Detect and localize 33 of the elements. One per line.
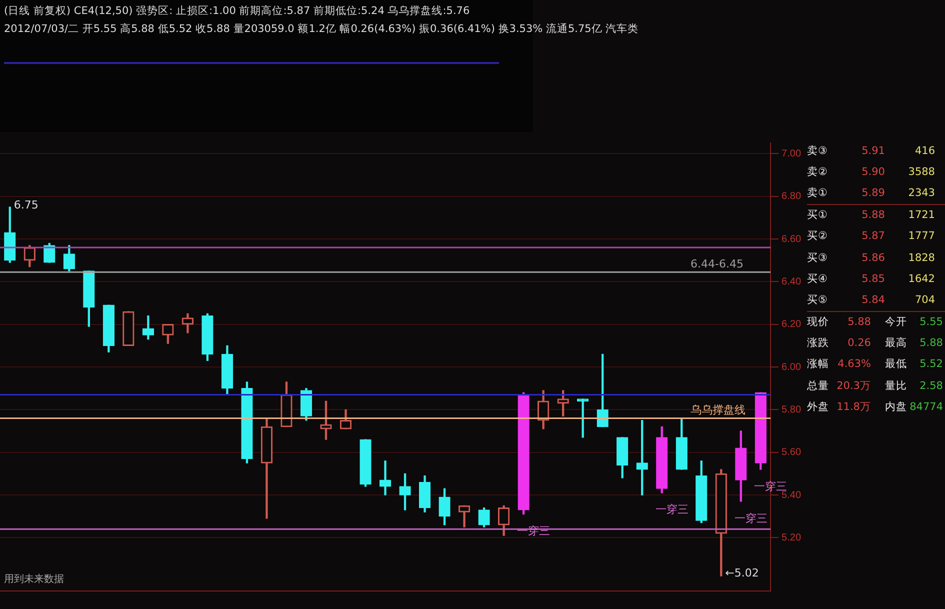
- y-tick-label: 5.60: [782, 447, 802, 458]
- y-tick-label: 7.00: [782, 148, 802, 160]
- ref-line-label: 乌乌撑盘线: [690, 404, 746, 417]
- y-tick-label: 6.80: [782, 191, 802, 202]
- text: 买④ 5.85 1642: [807, 272, 935, 285]
- annotation: 用到未来数据: [4, 572, 64, 586]
- text: 卖③ 5.91 416: [807, 144, 935, 157]
- y-tick-label: 5.80: [782, 404, 802, 416]
- text: 现价 5.88 今开 5.55: [807, 316, 943, 328]
- text: 涨跌 0.26 最高 5.88: [807, 337, 943, 350]
- text: 涨幅 4.63% 最低 5.52: [807, 358, 943, 370]
- y-tick-label: 6.20: [782, 319, 802, 330]
- y-tick-label: 6.00: [782, 362, 802, 373]
- candlestick: [379, 460, 392, 496]
- chart-title: (日线 前复权) CE4(12,50) 强势区: 止损区:1.00 前期高位:5.87 前期低位:5.24 乌乌撑盘线:5.76: [4, 4, 471, 19]
- annotation: 6.75: [14, 198, 38, 212]
- y-tick-label: 6.60: [782, 234, 802, 245]
- annotation: ←5.02: [725, 566, 759, 580]
- ref-line-label: 6.44-6.45: [690, 257, 744, 270]
- annotation: 一穿三: [734, 512, 768, 525]
- chart-subtitle: 2012/07/03/二 开5.55 高5.88 低5.52 收5.88 量203059.0 额1.2亿 幅0.26(4.63%) 振0.36(6.41%) 换3.53% 流通5.75亿 汽车类: [4, 22, 639, 37]
- y-tick-label: 6.40: [782, 276, 802, 288]
- y-tick-label: 5.40: [782, 490, 802, 501]
- text: 卖② 5.90 3588: [807, 166, 935, 178]
- text: 买⑤ 5.84 704: [807, 294, 935, 306]
- text: 买③ 5.86 1828: [807, 252, 935, 264]
- text: 总量 20.3万 量比 2.58: [807, 380, 943, 392]
- text: 卖① 5.89 2343: [807, 186, 935, 199]
- text: 买② 5.87 1777: [807, 230, 935, 242]
- annotation: 一穿三: [655, 503, 688, 516]
- y-tick-label: 5.20: [782, 532, 802, 544]
- text: 外盘 11.8万 内盘 84774: [807, 400, 943, 413]
- text: 买① 5.88 1721: [807, 209, 935, 222]
